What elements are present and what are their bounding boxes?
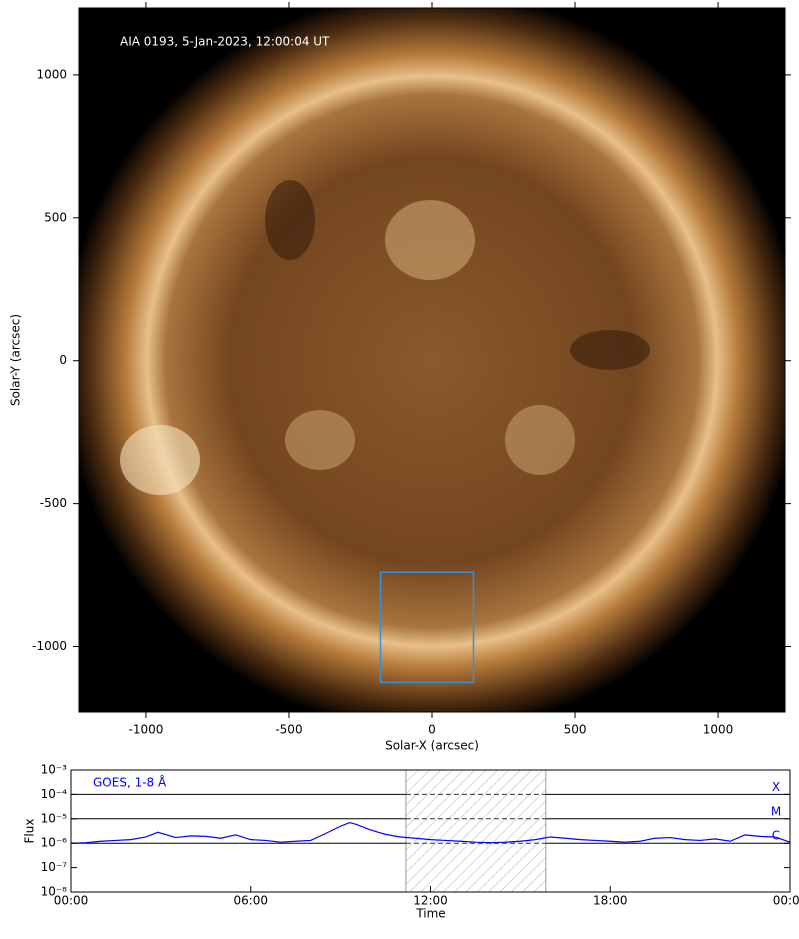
y-tick-label: 10⁻⁸: [41, 885, 68, 899]
x-tick-label: 18:00: [593, 894, 628, 908]
x-tick-label: 12:00: [413, 894, 448, 908]
coronal-hole: [265, 180, 315, 260]
corona: [79, 8, 785, 712]
x-tick-label: 1000: [703, 723, 734, 737]
x-tick-label: -1000: [129, 723, 164, 737]
coronal-hole: [570, 330, 650, 370]
active-region: [385, 200, 475, 280]
y-axis-label: Flux: [23, 819, 37, 844]
x-tick-label: 06:00: [233, 894, 268, 908]
y-tick-label: 10⁻⁷: [41, 860, 68, 874]
image-annotation: AIA 0193, 5-Jan-2023, 12:00:04 UT: [120, 35, 330, 49]
x-tick-label: -500: [275, 723, 302, 737]
x-tick-label: 500: [564, 723, 587, 737]
solar-image: [79, 8, 785, 712]
level-label: X: [772, 780, 780, 794]
x-tick-label: 00:00: [54, 894, 89, 908]
active-region: [505, 405, 575, 475]
y-axis-label: Solar-Y (arcsec): [9, 314, 23, 406]
y-tick-label: -500: [40, 496, 67, 510]
level-label: M: [771, 804, 781, 818]
active-region: [285, 410, 355, 470]
legend-label: GOES, 1-8 Å: [93, 775, 167, 790]
region-box: [379, 571, 475, 684]
level-label: C: [772, 829, 780, 843]
y-tick-label: 10⁻³: [41, 763, 68, 777]
active-region: [120, 425, 200, 495]
shaded-interval: [405, 769, 547, 893]
flux-line: [70, 821, 791, 844]
x-axis-label: Solar-X (arcsec): [385, 739, 479, 753]
y-tick-label: 10⁻⁴: [41, 787, 68, 801]
x-tick-label: 00:00: [773, 894, 799, 908]
x-tick-label: 0: [428, 723, 436, 737]
y-tick-label: 0: [59, 353, 67, 367]
y-tick-label: 10⁻⁶: [41, 836, 68, 850]
y-tick-label: 10⁻⁵: [41, 811, 68, 825]
y-tick-label: 500: [44, 210, 67, 224]
y-tick-label: 1000: [36, 67, 67, 81]
x-axis-label: Time: [415, 907, 445, 921]
y-tick-label: -1000: [32, 639, 67, 653]
